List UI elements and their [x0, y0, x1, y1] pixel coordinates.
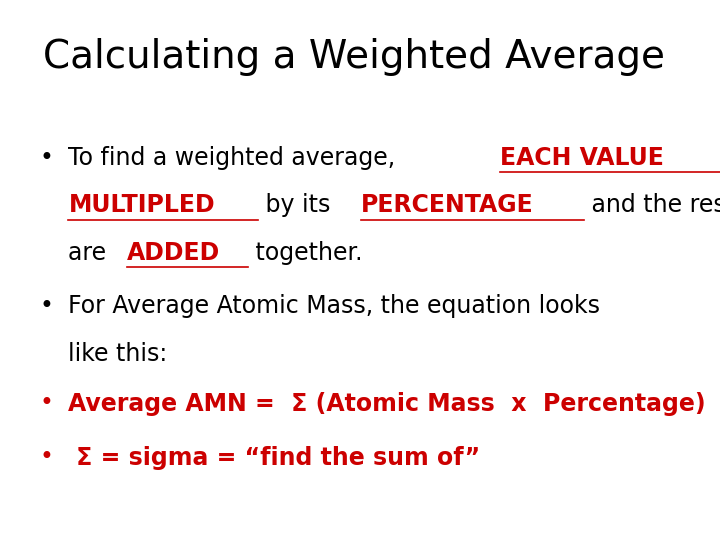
Text: Calculating a Weighted Average: Calculating a Weighted Average [43, 38, 665, 76]
Text: PERCENTAGE: PERCENTAGE [361, 193, 534, 217]
Text: •: • [40, 446, 53, 469]
Text: •: • [40, 294, 53, 318]
Text: like this:: like this: [68, 342, 168, 366]
Text: To find a weighted average,: To find a weighted average, [68, 146, 403, 170]
Text: Average AMN =  Σ (Atomic Mass  x  Percentage): Average AMN = Σ (Atomic Mass x Percentag… [68, 392, 706, 415]
Text: Σ = sigma = “find the sum of”: Σ = sigma = “find the sum of” [68, 446, 480, 469]
Text: •: • [40, 146, 53, 170]
Text: are: are [68, 241, 114, 265]
Text: MULTIPLED: MULTIPLED [68, 193, 215, 217]
Text: For Average Atomic Mass, the equation looks: For Average Atomic Mass, the equation lo… [68, 294, 600, 318]
Text: EACH VALUE: EACH VALUE [500, 146, 672, 170]
Text: •: • [40, 392, 53, 415]
Text: together.: together. [248, 241, 362, 265]
Text: and the results: and the results [584, 193, 720, 217]
Text: ADDED: ADDED [127, 241, 220, 265]
Text: by its: by its [258, 193, 338, 217]
